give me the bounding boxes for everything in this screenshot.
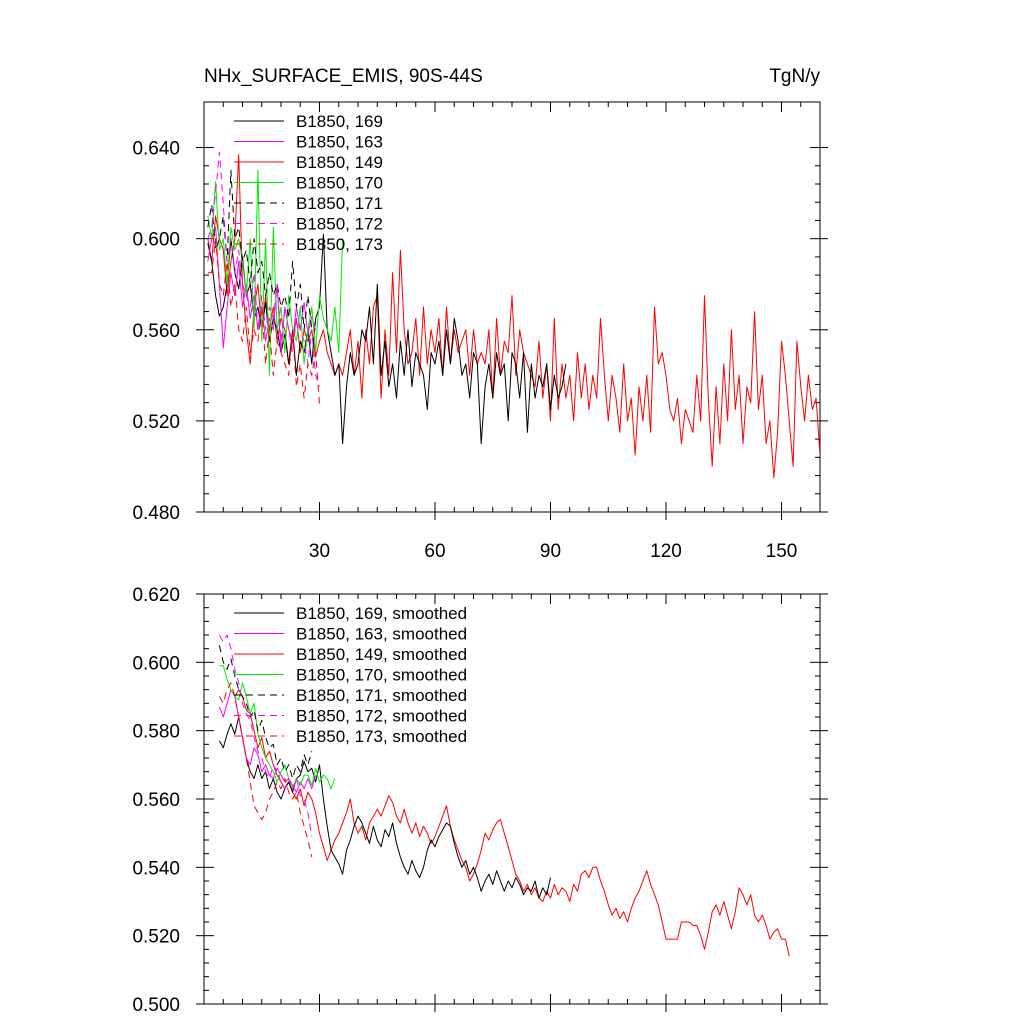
legend-label: B1850, 173 xyxy=(296,235,383,254)
chart-title: NHx_SURFACE_EMIS, 90S-44S xyxy=(204,66,483,87)
bottom-y-tick-label: 0.620 xyxy=(132,585,180,606)
top-x-tick-label: 120 xyxy=(650,541,682,562)
top-y-axis: 0.480 0.520 0.560 0.600 0.640 xyxy=(132,139,828,524)
legend-label: B1850, 149, smoothed xyxy=(296,645,467,664)
legend-label: B1850, 169 xyxy=(296,112,383,131)
top-x-tick-label: 150 xyxy=(766,541,798,562)
bottom-x-axis xyxy=(222,594,802,1012)
bottom-y-tick-label: 0.540 xyxy=(132,858,180,879)
bottom-y-tick-label: 0.560 xyxy=(132,790,180,811)
bottom-legend: B1850, 169, smoothed B1850, 163, smoothed… xyxy=(234,604,467,746)
top-x-axis: 30 60 90 120 150 xyxy=(222,102,802,562)
legend-label: B1850, 163 xyxy=(296,133,383,152)
legend-label: B1850, 173, smoothed xyxy=(296,727,467,746)
series-line-b1850-170-smoothed xyxy=(219,665,336,790)
legend-label: B1850, 171, smoothed xyxy=(296,686,467,705)
legend-label: B1850, 171 xyxy=(296,194,383,213)
legend-label: B1850, 163, smoothed xyxy=(296,625,467,644)
bottom-y-tick-label: 0.600 xyxy=(132,653,180,674)
top-y-tick-label: 0.520 xyxy=(132,412,180,433)
legend-label: B1850, 169, smoothed xyxy=(296,604,467,623)
bottom-y-axis: 0.500 0.520 0.540 0.560 0.580 0.600 0.620 xyxy=(132,585,828,1016)
series-line-b1850-163 xyxy=(207,226,317,354)
units-label: TgN/y xyxy=(769,66,820,87)
top-series-group xyxy=(207,151,820,479)
series-line-b1850-169-smoothed xyxy=(218,716,551,899)
legend-label: B1850, 172, smoothed xyxy=(296,707,467,726)
series-line-b1850-172-smoothed xyxy=(218,634,313,837)
series-line-b1850-171-smoothed xyxy=(218,645,313,779)
legend-label: B1850, 170 xyxy=(296,174,383,193)
top-x-tick-label: 60 xyxy=(424,541,445,562)
bottom-y-tick-label: 0.500 xyxy=(132,995,180,1016)
top-panel: NHx_SURFACE_EMIS, 90S-44S TgN/y 0.480 0.5… xyxy=(132,66,828,562)
top-x-tick-label: 90 xyxy=(540,541,561,562)
top-y-tick-label: 0.560 xyxy=(132,321,180,342)
series-line-b1850-173 xyxy=(207,238,320,405)
bottom-y-tick-label: 0.520 xyxy=(132,927,180,948)
bottom-series-group xyxy=(218,634,790,957)
top-y-tick-label: 0.640 xyxy=(132,139,180,160)
top-y-tick-label: 0.480 xyxy=(132,503,180,524)
legend-label: B1850, 172 xyxy=(296,215,383,234)
legend-label: B1850, 149 xyxy=(296,153,383,172)
series-line-b1850-149-smoothed xyxy=(234,689,790,957)
bottom-panel: 0.500 0.520 0.540 0.560 0.580 0.600 0.620 B185… xyxy=(132,585,828,1016)
top-x-tick-label: 30 xyxy=(309,541,330,562)
bottom-y-tick-label: 0.580 xyxy=(132,722,180,743)
top-y-tick-label: 0.600 xyxy=(132,230,180,251)
legend-label: B1850, 170, smoothed xyxy=(296,666,467,685)
series-line-b1850-170 xyxy=(207,169,344,376)
